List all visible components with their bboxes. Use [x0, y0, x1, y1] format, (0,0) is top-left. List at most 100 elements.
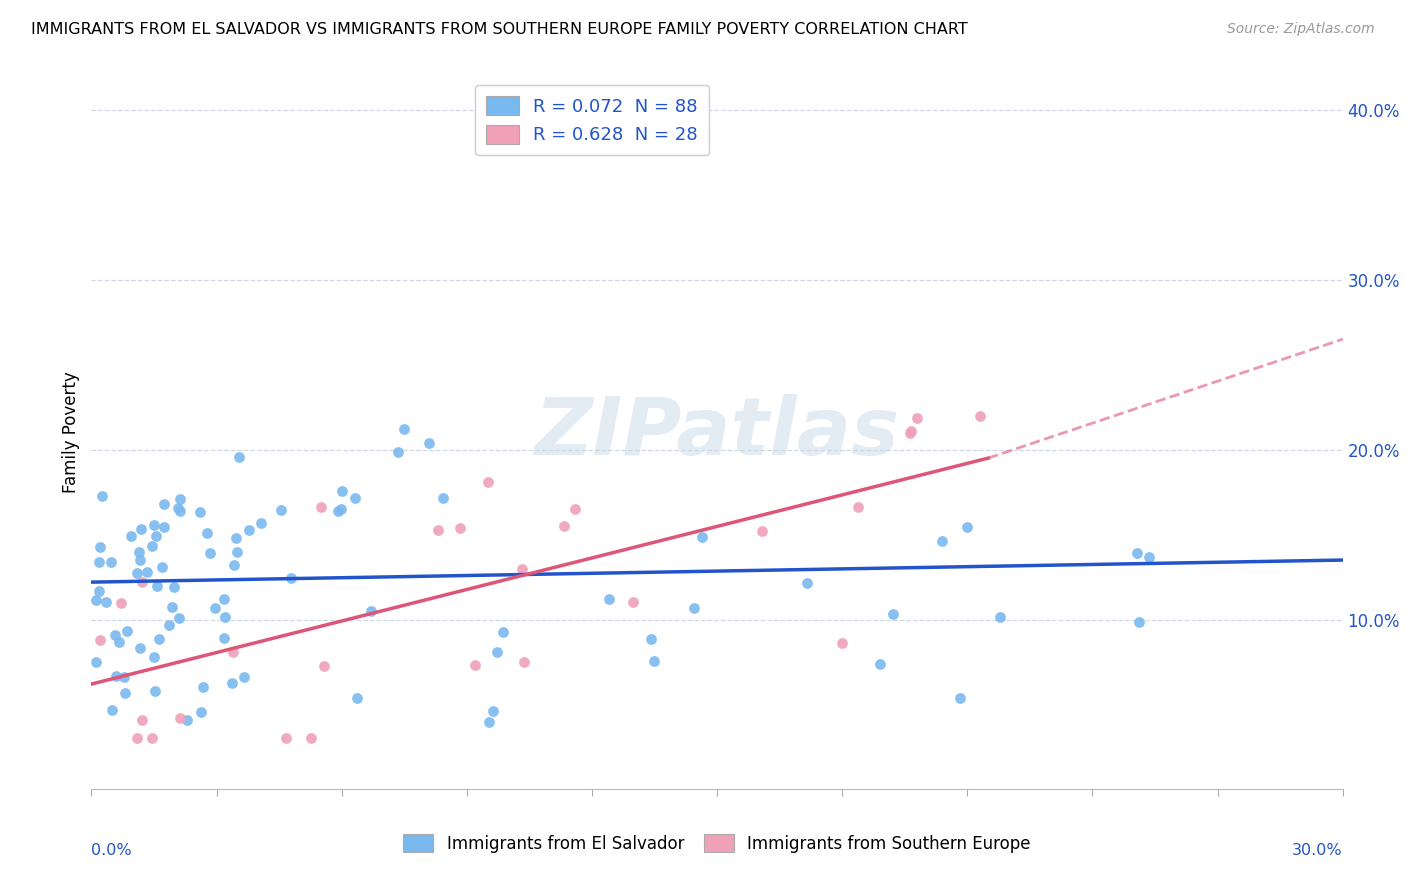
Point	[418, 436, 440, 450]
Point	[553, 519, 575, 533]
Point	[426, 523, 449, 537]
Point	[250, 516, 273, 531]
Point	[621, 595, 644, 609]
Point	[387, 445, 409, 459]
Point	[146, 579, 169, 593]
Point	[145, 528, 167, 542]
Point	[949, 690, 972, 705]
Point	[160, 599, 183, 614]
Point	[128, 553, 150, 567]
Point	[643, 654, 665, 668]
Point	[564, 501, 586, 516]
Point	[309, 500, 332, 514]
Point	[477, 475, 499, 490]
Text: IMMIGRANTS FROM EL SALVADOR VS IMMIGRANTS FROM SOUTHERN EUROPE FAMILY POVERTY CO: IMMIGRANTS FROM EL SALVADOR VS IMMIGRANT…	[31, 22, 967, 37]
Point	[346, 690, 368, 705]
Point	[491, 625, 513, 640]
Point	[513, 655, 536, 669]
Point	[931, 534, 953, 549]
Point	[330, 483, 353, 498]
Text: 30.0%: 30.0%	[1292, 843, 1343, 858]
Point	[969, 409, 991, 424]
Point	[330, 502, 353, 516]
Point	[228, 450, 250, 465]
Point	[956, 519, 979, 533]
Point	[598, 591, 620, 606]
Point	[222, 645, 245, 659]
Point	[128, 545, 150, 559]
Point	[882, 607, 904, 622]
Point	[148, 632, 170, 647]
Point	[796, 576, 818, 591]
Point	[988, 610, 1011, 624]
Point	[169, 492, 191, 507]
Text: 0.0%: 0.0%	[91, 843, 132, 858]
Point	[1126, 546, 1149, 560]
Point	[145, 683, 167, 698]
Point	[136, 565, 159, 579]
Point	[233, 670, 256, 684]
Point	[214, 610, 236, 624]
Point	[104, 628, 127, 642]
Point	[110, 596, 132, 610]
Point	[100, 555, 122, 569]
Point	[238, 523, 260, 537]
Point	[141, 731, 163, 746]
Point	[692, 530, 714, 544]
Point	[869, 657, 891, 672]
Point	[683, 601, 706, 615]
Point	[153, 497, 176, 511]
Point	[195, 525, 218, 540]
Point	[276, 731, 298, 746]
Point	[169, 711, 191, 725]
Point	[101, 703, 124, 717]
Point	[112, 670, 135, 684]
Point	[900, 425, 922, 439]
Point	[280, 571, 302, 585]
Point	[150, 560, 173, 574]
Point	[392, 422, 415, 436]
Point	[510, 562, 533, 576]
Point	[152, 519, 174, 533]
Point	[221, 675, 243, 690]
Point	[107, 635, 129, 649]
Point	[846, 500, 869, 515]
Point	[225, 545, 247, 559]
Point	[222, 558, 245, 572]
Point	[131, 713, 153, 727]
Point	[127, 731, 149, 746]
Point	[120, 529, 142, 543]
Point	[163, 580, 186, 594]
Point	[84, 655, 107, 669]
Point	[905, 411, 928, 425]
Point	[1137, 550, 1160, 565]
Point	[89, 540, 111, 554]
Point	[1128, 615, 1150, 630]
Point	[198, 546, 221, 560]
Point	[485, 645, 508, 659]
Point	[91, 489, 114, 503]
Point	[84, 593, 107, 607]
Point	[176, 713, 198, 727]
Point	[129, 641, 152, 656]
Point	[640, 632, 662, 646]
Point	[449, 521, 471, 535]
Y-axis label: Family Poverty: Family Poverty	[62, 372, 80, 493]
Point	[89, 632, 111, 647]
Point	[299, 731, 322, 746]
Point	[114, 685, 136, 699]
Point	[482, 705, 505, 719]
Point	[143, 517, 166, 532]
Text: ZIPatlas: ZIPatlas	[534, 393, 900, 472]
Legend: Immigrants from El Salvador, Immigrants from Southern Europe: Immigrants from El Salvador, Immigrants …	[396, 828, 1038, 860]
Point	[190, 505, 212, 519]
Point	[328, 504, 350, 518]
Point	[190, 706, 212, 720]
Point	[751, 524, 773, 539]
Point	[360, 604, 382, 618]
Point	[141, 539, 163, 553]
Point	[831, 636, 853, 650]
Point	[115, 624, 138, 639]
Point	[314, 659, 336, 673]
Point	[343, 491, 366, 505]
